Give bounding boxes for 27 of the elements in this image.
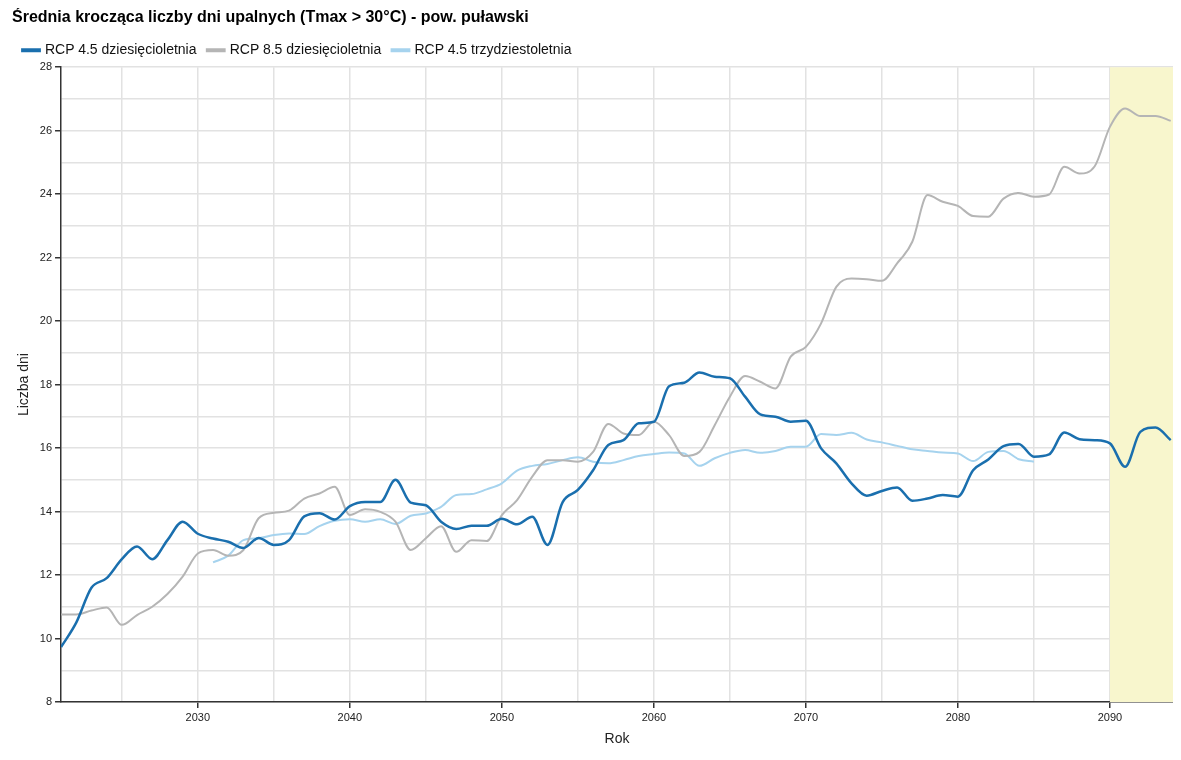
y-tick-label: 18 (39, 377, 53, 390)
chart-title: Średnia krocząca liczby dni upalnych (Tmax > 30°C) - pow. puławski (12, 7, 529, 26)
x-axis-title: Rok (604, 730, 631, 747)
x-tick-label: 2030 (185, 710, 211, 723)
y-tick-label: 24 (39, 187, 53, 200)
y-tick-label: 10 (39, 631, 53, 644)
legend-label: RCP 4.5 trzydziestoletnia (414, 41, 572, 58)
y-tick-label: 26 (39, 123, 53, 136)
x-tick-label: 2080 (945, 710, 971, 723)
y-tick-label: 22 (39, 250, 53, 263)
line-series (61, 371, 1172, 649)
x-tick-label: 2050 (489, 710, 515, 723)
legend-label: RCP 8.5 dziesięcioletnia (229, 41, 382, 58)
y-axis-title: Liczba dni (15, 353, 32, 417)
x-tick-label: 2060 (641, 710, 667, 723)
line-series (61, 107, 1172, 626)
y-tick-label: 12 (39, 568, 53, 581)
y-tick-label: 8 (45, 695, 53, 708)
y-tick-label: 28 (39, 60, 53, 73)
x-tick-label: 2070 (793, 710, 819, 723)
legend-label: RCP 4.5 dziesięcioletnia (45, 41, 197, 58)
y-tick-label: 20 (39, 314, 53, 327)
y-tick-label: 14 (39, 504, 53, 517)
x-tick-label: 2090 (1097, 710, 1123, 723)
line-series (212, 431, 1035, 564)
y-tick-label: 16 (39, 441, 53, 454)
x-tick-label: 2040 (337, 710, 363, 723)
